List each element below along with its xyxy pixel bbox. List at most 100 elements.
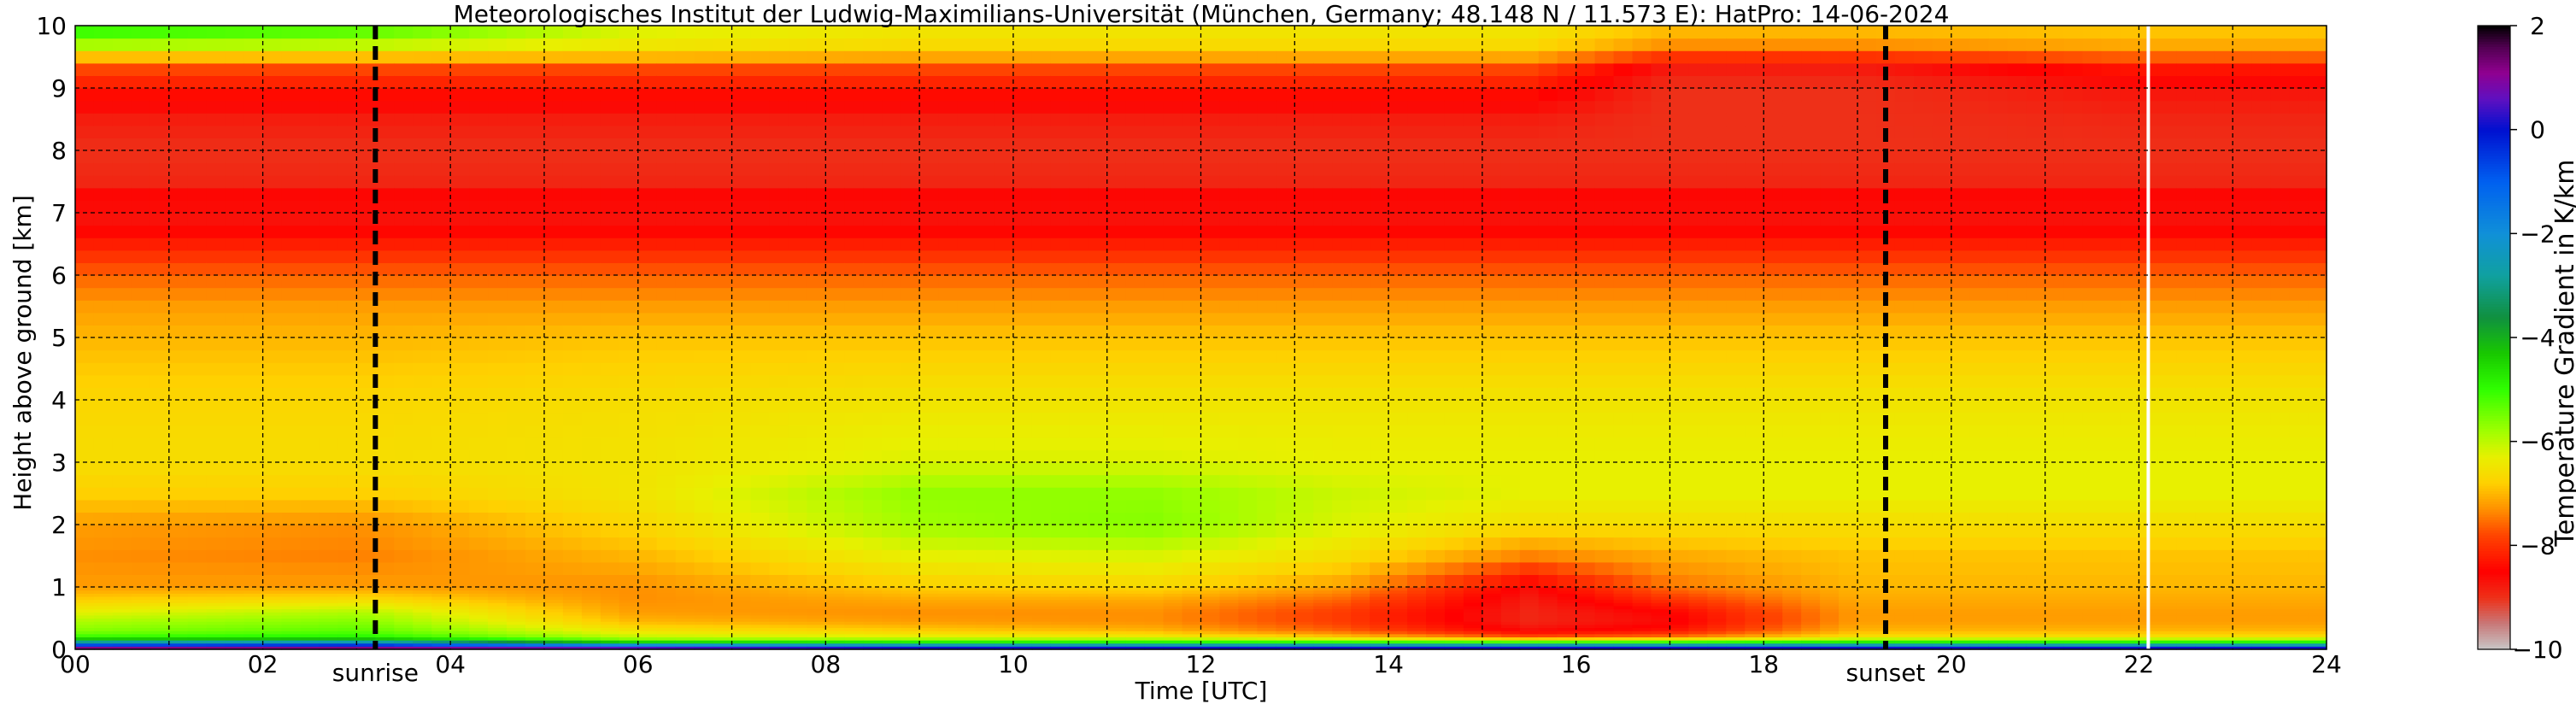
heatmap-cell	[562, 300, 583, 314]
heatmap-cell	[1463, 437, 1483, 450]
heatmap-cell	[431, 640, 451, 644]
heatmap-cell	[431, 574, 451, 588]
heatmap-cell	[938, 150, 958, 164]
heatmap-cell	[319, 605, 339, 610]
heatmap-cell	[769, 449, 789, 463]
heatmap-cell	[1106, 337, 1127, 351]
heatmap-cell	[1388, 587, 1408, 591]
heatmap-cell	[262, 549, 283, 563]
heatmap-cell	[244, 287, 264, 301]
heatmap-cell	[1125, 512, 1146, 525]
heatmap-cell	[469, 287, 489, 301]
heatmap-cell	[1407, 642, 1427, 647]
heatmap-cell	[581, 574, 601, 588]
heatmap-cell	[825, 549, 845, 563]
heatmap-cell	[581, 75, 601, 89]
heatmap-cell	[807, 325, 826, 338]
heatmap-cell	[901, 593, 920, 597]
heatmap-cell	[675, 337, 695, 351]
heatmap-cell	[1050, 26, 1071, 39]
heatmap-cell	[825, 162, 845, 176]
heatmap-cell	[1276, 574, 1295, 588]
heatmap-cell	[1444, 300, 1464, 314]
heatmap-cell	[450, 325, 470, 338]
heatmap-cell	[656, 574, 677, 588]
heatmap-cell	[1444, 249, 1464, 263]
heatmap-cell	[93, 62, 114, 76]
heatmap-cell	[1294, 499, 1314, 513]
heatmap-cell	[1200, 462, 1221, 476]
heatmap-cell	[150, 449, 170, 463]
heatmap-cell	[75, 474, 95, 488]
heatmap-cell	[694, 608, 714, 613]
heatmap-cell	[1257, 213, 1276, 226]
heatmap-cell	[562, 614, 583, 619]
heatmap-cell	[356, 624, 376, 629]
heatmap-cell	[1426, 100, 1446, 114]
heatmap-cell	[713, 325, 733, 338]
heatmap-cell	[168, 325, 189, 338]
heatmap-cell	[431, 337, 451, 351]
heatmap-cell	[394, 62, 414, 76]
heatmap-cell	[1313, 618, 1333, 622]
heatmap-cell	[431, 633, 451, 637]
heatmap-cell	[731, 412, 752, 425]
heatmap-cell	[525, 62, 545, 76]
heatmap-cell	[1238, 627, 1258, 631]
heatmap-cell	[1463, 537, 1483, 550]
heatmap-cell	[488, 349, 508, 363]
heatmap-cell	[1125, 138, 1146, 151]
heatmap-cell	[581, 525, 601, 538]
heatmap-cell	[244, 312, 264, 326]
heatmap-cell	[1388, 213, 1408, 226]
heatmap-cell	[919, 449, 939, 463]
heatmap-cell	[507, 125, 526, 138]
heatmap-cell	[675, 187, 695, 201]
heatmap-cell	[206, 642, 226, 647]
heatmap-cell	[919, 605, 939, 610]
heatmap-cell	[938, 449, 958, 463]
heatmap-cell	[619, 38, 639, 51]
heatmap-cell	[694, 499, 714, 513]
heatmap-cell	[488, 400, 508, 414]
heatmap-cell	[750, 175, 771, 189]
heatmap-cell	[319, 642, 339, 647]
heatmap-cell	[769, 624, 789, 629]
heatmap-cell	[825, 262, 845, 276]
heatmap-cell	[600, 590, 620, 594]
heatmap-cell	[507, 437, 526, 450]
heatmap-cell	[1144, 138, 1165, 151]
heatmap-cell	[1163, 624, 1183, 629]
heatmap-cell	[1332, 525, 1352, 538]
heatmap-cell	[562, 125, 583, 138]
heatmap-cell	[1257, 499, 1276, 513]
heatmap-cell	[93, 249, 114, 263]
heatmap-cell	[581, 537, 601, 550]
heatmap-cell	[225, 387, 245, 401]
heatmap-cell	[225, 362, 245, 376]
heatmap-cell	[1050, 499, 1071, 513]
heatmap-cell	[807, 213, 826, 226]
heatmap-cell	[957, 525, 977, 538]
heatmap-cell	[750, 337, 771, 351]
heatmap-cell	[619, 425, 639, 438]
heatmap-cell	[112, 100, 132, 114]
heatmap-cell	[1313, 593, 1333, 597]
heatmap-cell	[112, 608, 132, 613]
heatmap-cell	[1351, 88, 1370, 102]
heatmap-cell	[863, 425, 883, 438]
heatmap-cell	[1125, 618, 1146, 622]
heatmap-cell	[150, 26, 170, 39]
heatmap-cell	[600, 374, 620, 388]
heatmap-cell	[731, 249, 752, 263]
heatmap-cell	[1219, 537, 1240, 550]
heatmap-cell	[262, 605, 283, 610]
heatmap-cell	[1012, 561, 1033, 575]
heatmap-cell	[75, 537, 95, 550]
heatmap-cell	[562, 337, 583, 351]
heatmap-cell	[807, 400, 826, 414]
heatmap-cell	[807, 50, 826, 64]
heatmap-cell	[901, 26, 920, 39]
heatmap-cell	[1482, 525, 1502, 538]
heatmap-cell	[112, 337, 132, 351]
